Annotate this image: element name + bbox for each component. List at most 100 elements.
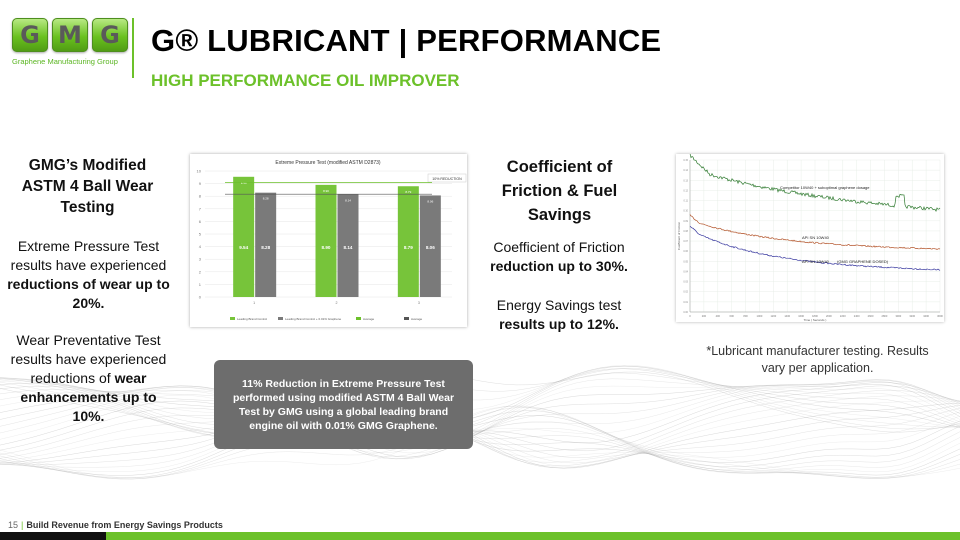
chart-title: Extreme Pressure Test (modified ASTM D28… — [275, 160, 381, 166]
wear-preventative-highlight: wear enhancements up to 10%. — [20, 370, 157, 424]
y-tick-label: 0.04 — [683, 270, 688, 273]
y-tick-label: 0.14 — [683, 169, 688, 172]
footer: 15 | Build Revenue from Energy Savings Pro… — [8, 520, 223, 530]
annotation-graphene-dosed: (GMG GRAPHENE DOSED) — [837, 259, 889, 264]
bar — [419, 195, 441, 297]
x-axis-label: Time ( Seconds ) — [804, 318, 827, 322]
x-tick-label: 3000 — [895, 314, 901, 318]
wave-line — [0, 378, 960, 448]
y-tick-label: 0.06 — [683, 250, 688, 253]
y-axis-label: Coefficient of Friction — [677, 222, 681, 250]
friction-chart: 0 200 400 600 800 1000 1200 1400 1600 1800 2000 220… — [676, 153, 944, 322]
y-tick-label: 10 — [197, 169, 202, 174]
annotation-competitor: Competitor 10W40 + suboptimal graphene d… — [780, 185, 870, 190]
y-tick-label: 0.02 — [683, 291, 688, 294]
x-tick-label: 2600 — [868, 314, 874, 318]
wave-line — [0, 400, 960, 469]
wave-line — [0, 390, 960, 464]
wave-line — [0, 365, 960, 438]
legend-label: Average — [363, 317, 374, 321]
energy-savings-highlight: results up to 12%. — [499, 316, 619, 332]
wave-line — [0, 383, 960, 458]
x-tick-label: 1400 — [784, 314, 790, 318]
annotation-box — [427, 173, 467, 183]
x-tick-label: 3200 — [909, 314, 915, 318]
bar-top-label: 8.14 — [345, 198, 351, 202]
legend-swatch — [404, 317, 409, 320]
x-tick-label: 1200 — [770, 314, 776, 318]
y-tick-label: 0.10 — [683, 210, 688, 213]
wave-line — [0, 382, 960, 448]
wave-line — [0, 365, 960, 435]
wave-line — [0, 405, 960, 480]
friction-highlight: reduction up to 30%. — [490, 258, 628, 274]
y-tick-label: 0.01 — [683, 301, 688, 304]
x-tick-label: 1600 — [798, 314, 804, 318]
legend-swatch — [356, 317, 361, 320]
bar — [315, 184, 337, 297]
extreme-pressure-chart: Extreme Pressure Test (modified ASTM D28… — [190, 154, 467, 327]
x-tick-label: 1 — [253, 301, 255, 305]
bar-top-label: 8.79 — [405, 190, 411, 194]
wave-line — [0, 406, 960, 479]
footnote: *Lubricant manufacturer testing. Results… — [706, 344, 929, 375]
y-tick-label: 9 — [199, 181, 202, 186]
wave-line — [0, 381, 960, 460]
annotation-api-sn-dosed: API SN 10W40 — [802, 259, 830, 264]
y-tick-label: 0 — [199, 295, 202, 300]
wave-line — [0, 368, 960, 431]
friction-heading: Coefficient of Friction & Fuel Savings — [501, 158, 618, 224]
energy-savings-lead: Energy Savings test — [496, 297, 622, 313]
bar — [397, 186, 419, 297]
wave-line — [0, 371, 960, 436]
slide-subtitle: HIGH PERFORMANCE OIL IMPROVER — [151, 71, 460, 90]
extreme-pressure-text: Extreme Pressure Test results have exper… — [6, 237, 171, 313]
wave-line — [0, 403, 960, 473]
wave-line — [0, 400, 960, 469]
y-tick-label: 1 — [199, 282, 202, 287]
wear-testing-heading: GMG’s Modified ASTM 4 Ball Wear Testing — [21, 157, 154, 216]
wave-line — [0, 410, 960, 479]
bar-value-label: 9.54 — [239, 245, 248, 250]
y-tick-label: 2 — [199, 269, 202, 274]
y-tick-label: 0.09 — [683, 220, 688, 223]
y-tick-label: 0.00 — [683, 311, 688, 314]
y-tick-label: 0.07 — [683, 240, 688, 243]
x-tick-label: 2000 — [826, 314, 832, 318]
bar-top-label: 8.90 — [323, 189, 329, 193]
logo-letter-g1: G — [12, 18, 48, 52]
bar-value-label: 8.79 — [404, 245, 413, 250]
wave-line — [0, 390, 960, 462]
wear-preventative-lead: Wear Preventative Test results have expe… — [10, 332, 167, 386]
logo-letter-g2: G — [92, 18, 128, 52]
legend-label: Average — [411, 317, 422, 321]
x-tick-label: 2400 — [854, 314, 860, 318]
wave-line — [0, 368, 960, 438]
wear-preventative-text: Wear Preventative Test results have expe… — [6, 331, 171, 426]
energy-savings-text: Energy Savings test results up to 12%. — [480, 296, 638, 334]
wave-line — [0, 394, 960, 467]
x-tick-label: 200 — [702, 314, 707, 318]
y-tick-label: 8 — [199, 194, 202, 199]
wave-line — [0, 385, 960, 452]
extreme-pressure-highlight: reductions of wear up to 20%. — [7, 276, 170, 311]
y-tick-label: 0.08 — [683, 230, 688, 233]
bar — [233, 176, 255, 297]
y-tick-label: 0.15 — [683, 159, 688, 162]
x-tick-label: 3600 — [937, 314, 943, 318]
wave-line — [0, 380, 960, 454]
title-divider — [132, 18, 134, 78]
wave-line — [0, 380, 960, 454]
footer-bar-green — [106, 532, 960, 540]
x-tick-label: 2800 — [882, 314, 888, 318]
wave-line — [0, 393, 960, 468]
wave-line — [0, 407, 960, 480]
bar-value-label: 8.06 — [426, 245, 435, 250]
x-tick-label: 1800 — [812, 314, 818, 318]
y-tick-label: 7 — [199, 206, 202, 211]
footer-bar-dark — [0, 532, 106, 540]
page-number: 15 — [8, 520, 19, 530]
annotation-api-sn: API SN 10W40 — [802, 235, 830, 240]
y-tick-label: 0.11 — [684, 200, 689, 203]
wave-line — [0, 397, 960, 471]
